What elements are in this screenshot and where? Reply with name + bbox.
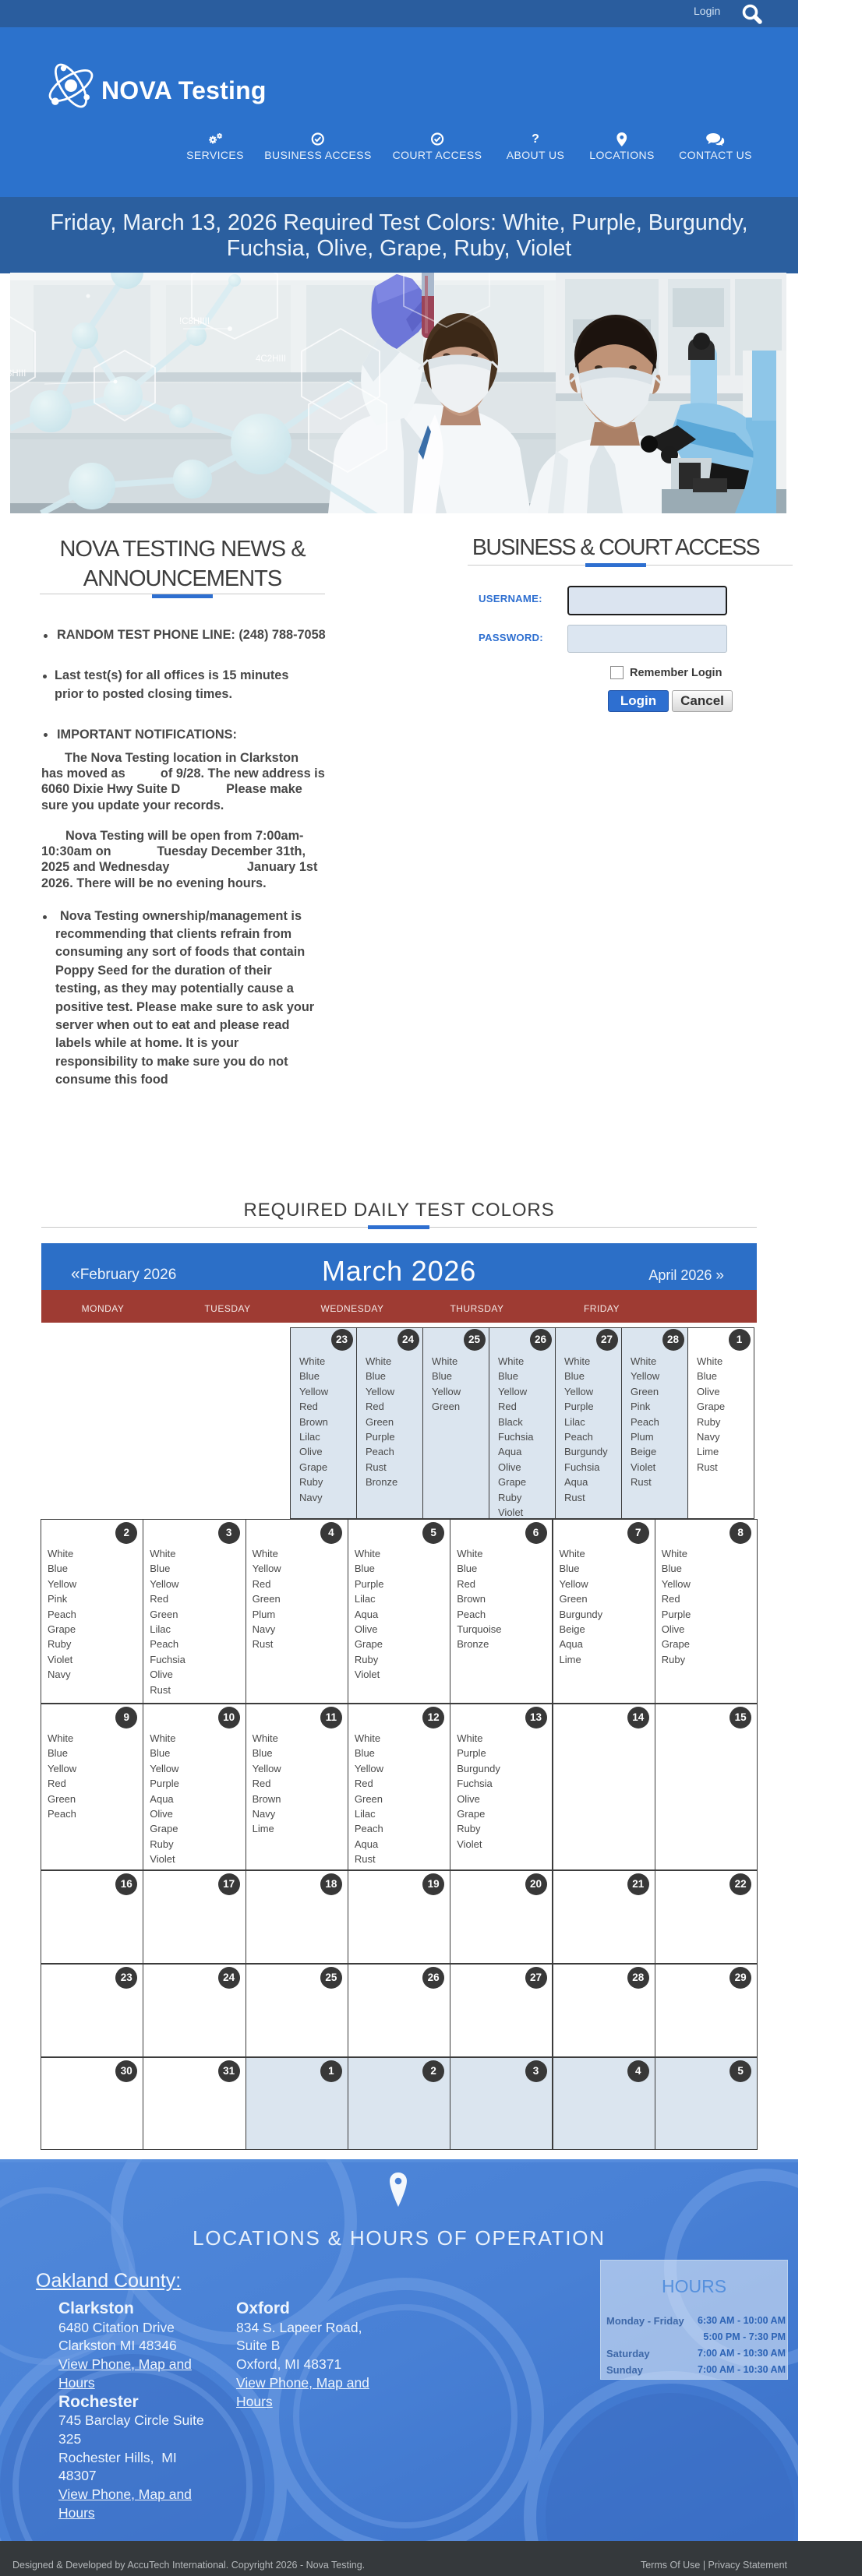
- svg-text:3HIII: 3HIII: [10, 369, 26, 379]
- svg-text:4C2HIII: 4C2HIII: [256, 354, 286, 364]
- svg-text:!C8HIIII: !C8HIIII: [179, 317, 210, 326]
